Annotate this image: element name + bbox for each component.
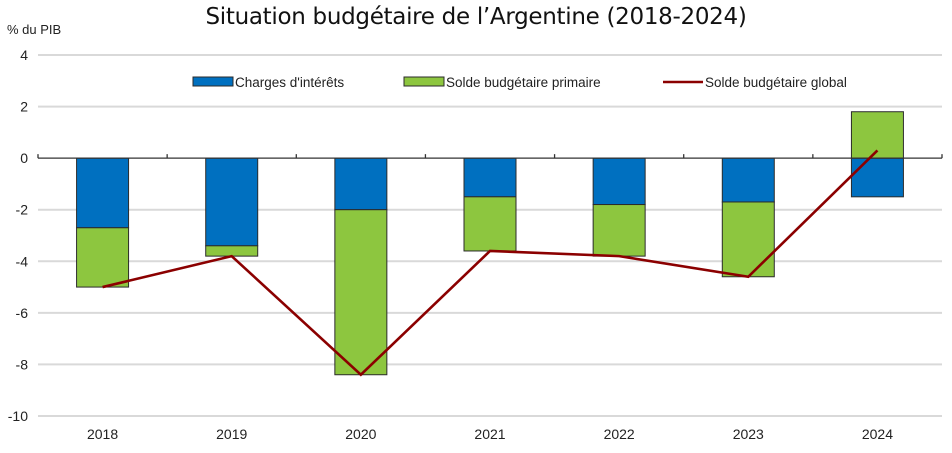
legend-swatch — [192, 76, 234, 87]
bar-charges-d-int-r-ts-2018 — [76, 157, 130, 229]
legend-item: Solde budgétaire global — [663, 75, 847, 90]
y-tick-label: 4 — [20, 47, 28, 63]
bar-charges-d-int-r-ts-2022 — [592, 157, 646, 206]
legend-swatch — [403, 76, 445, 87]
y-tick-label: -4 — [16, 253, 29, 269]
bar-charges-d-int-r-ts-2021 — [463, 157, 517, 198]
bars — [76, 111, 904, 376]
y-tick-label: -6 — [16, 305, 29, 321]
line-solde-budg-taire-global — [102, 149, 879, 377]
bar-solde-budg-taire-primaire-2020 — [334, 209, 388, 376]
bar-solde-budg-taire-primaire-2021 — [463, 196, 517, 252]
gridlines — [38, 54, 942, 417]
x-tick-label: 2023 — [733, 426, 764, 442]
y-tick-label: 0 — [20, 150, 28, 166]
legend-label: Solde budgétaire primaire — [446, 75, 601, 90]
y-tick-label: -8 — [16, 356, 29, 372]
bar-solde-budg-taire-primaire-2024 — [850, 111, 904, 159]
y-tick-label: 2 — [20, 99, 28, 115]
x-tick-label: 2018 — [87, 426, 118, 442]
bar-solde-budg-taire-primaire-2022 — [592, 204, 646, 257]
legend-label: Charges d'intérêts — [235, 75, 344, 90]
legend-item: Solde budgétaire primaire — [403, 75, 601, 90]
legend: Charges d'intérêts Solde budgétaire prima… — [192, 75, 847, 90]
bar-charges-d-int-r-ts-2024 — [850, 157, 904, 198]
legend-item: Charges d'intérêts — [192, 75, 344, 90]
x-tick-label: 2019 — [216, 426, 247, 442]
legend-label: Solde budgétaire global — [705, 75, 847, 90]
bar-solde-budg-taire-primaire-2019 — [205, 245, 259, 257]
y-axis-ticks: 4 2 0 -2 -4 -6 -8 -10 — [8, 47, 28, 424]
y-tick-label: -2 — [16, 202, 29, 218]
y-tick-label: -10 — [8, 408, 28, 424]
bar-charges-d-int-r-ts-2023 — [721, 157, 775, 203]
bar-solde-budg-taire-primaire-2018 — [76, 227, 130, 288]
x-axis-ticks: 2018 2019 2020 2021 2022 2023 2024 — [87, 426, 893, 442]
zero-axis — [37, 154, 943, 159]
y-axis-label: % du PIB — [7, 22, 62, 37]
x-tick-label: 2024 — [862, 426, 893, 442]
line-series — [102, 149, 879, 377]
chart-title: Situation budgétaire de l’Argentine (201… — [205, 4, 747, 30]
bar-charges-d-int-r-ts-2020 — [334, 157, 388, 211]
x-tick-label: 2022 — [604, 426, 635, 442]
x-tick-label: 2020 — [345, 426, 376, 442]
bar-solde-budg-taire-primaire-2023 — [721, 201, 775, 278]
x-tick-label: 2021 — [474, 426, 505, 442]
bar-charges-d-int-r-ts-2019 — [205, 157, 259, 247]
